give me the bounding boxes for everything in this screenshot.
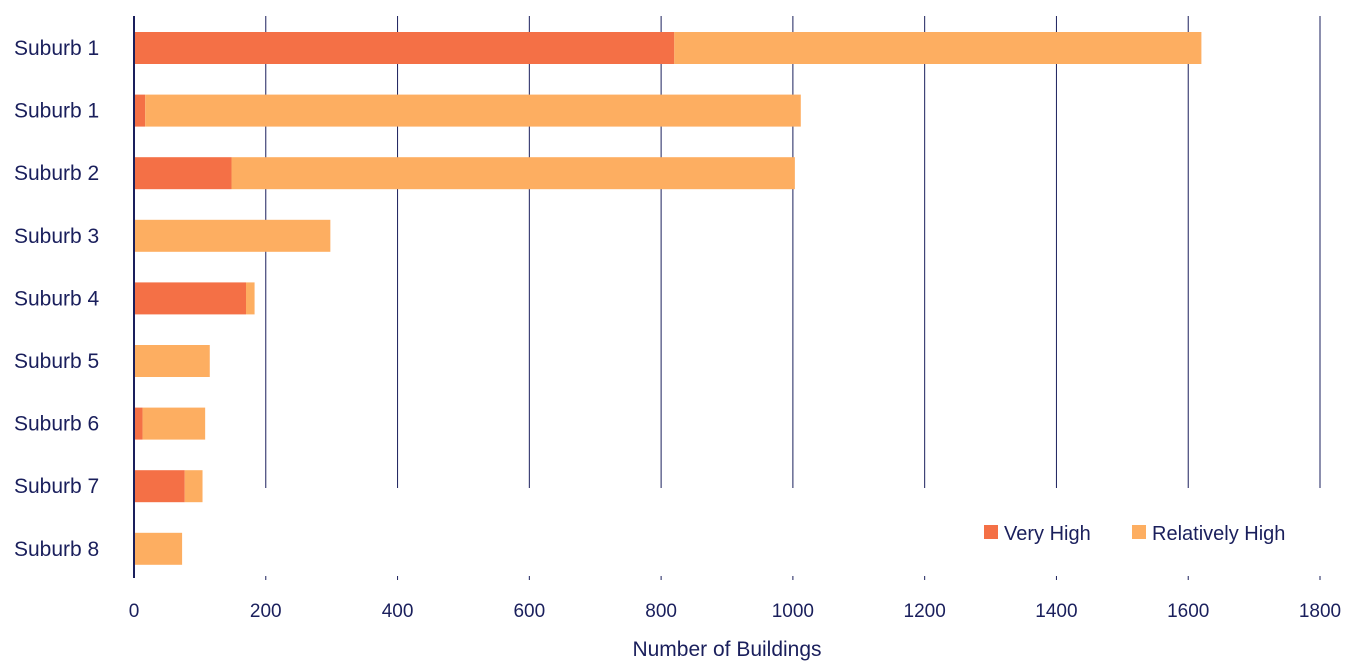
legend-swatch-very-high — [984, 525, 998, 539]
x-tick-label-1600: 1600 — [1167, 601, 1209, 622]
bars — [134, 32, 1202, 565]
bar-very-high-row-5 — [134, 282, 247, 315]
x-tick-label-1000: 1000 — [772, 601, 814, 622]
bar-relatively-high-row-5 — [246, 282, 255, 315]
category-label-row-3: Suburb 2 — [14, 162, 99, 185]
legend: Very High Relatively High — [984, 523, 1285, 545]
labels: 0 200 400 600 800 1000 1200 1400 1600 1800 Suburb … — [14, 37, 1341, 622]
category-label-row-4: Suburb 3 — [14, 225, 99, 248]
category-label-row-1: Suburb 1 — [14, 37, 99, 60]
category-label-row-2: Suburb 1 — [14, 100, 99, 123]
x-tick-label-1200: 1200 — [904, 601, 946, 622]
bar-relatively-high-row-2 — [145, 94, 801, 127]
x-tick-label-0: 0 — [129, 601, 140, 622]
bar-relatively-high-row-4 — [134, 219, 331, 252]
x-tick-label-400: 400 — [382, 601, 414, 622]
bar-relatively-high-row-3 — [231, 157, 795, 190]
category-label-row-8: Suburb 7 — [14, 475, 99, 498]
category-label-row-7: Suburb 6 — [14, 413, 99, 436]
bar-very-high-row-1 — [134, 32, 675, 64]
legend-label-very-high: Very High — [1004, 523, 1091, 545]
x-tick-label-600: 600 — [513, 601, 545, 622]
x-tick-label-200: 200 — [250, 601, 282, 622]
legend-label-relatively-high: Relatively High — [1152, 523, 1285, 545]
x-tick-label-1800: 1800 — [1299, 601, 1341, 622]
bar-very-high-row-2 — [134, 94, 146, 127]
bar-very-high-row-7 — [134, 407, 143, 440]
legend-swatch-relatively-high — [1132, 525, 1146, 539]
bar-relatively-high-row-8 — [184, 470, 203, 503]
bar-relatively-high-row-7 — [142, 407, 206, 440]
category-label-row-5: Suburb 4 — [14, 287, 100, 310]
bar-relatively-high-row-9 — [134, 532, 183, 565]
bar-very-high-row-3 — [134, 157, 232, 190]
x-axis-title: Number of Buildings — [632, 638, 821, 661]
bar-very-high-row-8 — [134, 470, 185, 503]
bar-relatively-high-row-6 — [134, 345, 210, 377]
bar-relatively-high-row-1 — [674, 32, 1202, 64]
x-tick-label-800: 800 — [645, 601, 677, 622]
category-label-row-6: Suburb 5 — [14, 350, 99, 373]
category-label-row-9: Suburb 8 — [14, 538, 99, 561]
x-tick-label-1400: 1400 — [1035, 601, 1077, 622]
